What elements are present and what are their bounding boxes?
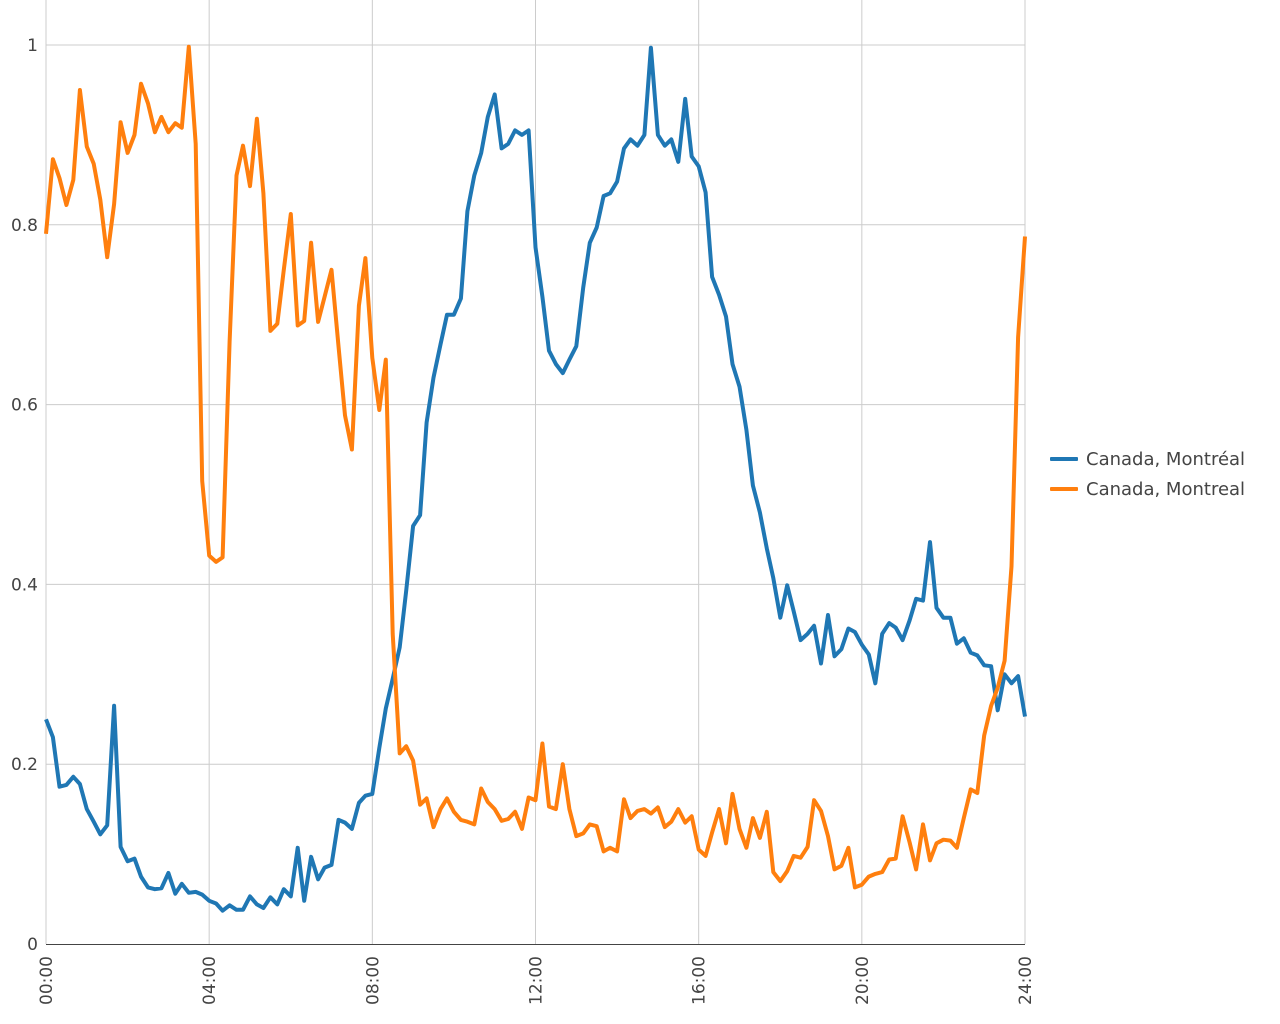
legend-label: Canada, Montreal: [1086, 478, 1246, 500]
x-tick-label: 12:00: [527, 956, 547, 1005]
y-axis-ticks: 0 0.2 0.4 0.6 0.8 1: [11, 36, 38, 955]
x-tick-label: 00:00: [37, 956, 57, 1005]
series-line-1: [44, 44, 1027, 890]
series-line-0: [44, 45, 1027, 913]
legend-swatch-montreal: [1050, 487, 1078, 491]
y-tick-label: 0.4: [11, 575, 38, 595]
legend-label: Canada, Montréal: [1086, 448, 1246, 470]
x-tick-label: 24:00: [1016, 956, 1036, 1005]
y-tick-label: 0.2: [11, 755, 38, 775]
gridlines: [45, 0, 1026, 944]
y-tick-label: 0.6: [11, 396, 38, 416]
x-tick-label: 20:00: [853, 956, 873, 1005]
legend: Canada, Montréal Canada, Montreal: [1050, 444, 1245, 504]
legend-item-montreal[interactable]: Canada, Montreal: [1050, 474, 1245, 504]
legend-item-montreal-accent[interactable]: Canada, Montréal: [1050, 444, 1245, 474]
y-tick-label: 0.8: [11, 216, 38, 236]
y-tick-label: 1: [27, 36, 38, 56]
x-tick-label: 16:00: [690, 956, 710, 1005]
x-tick-label: 04:00: [200, 956, 220, 1005]
y-tick-label: 0: [27, 935, 38, 955]
series-lines: [44, 44, 1027, 913]
legend-swatch-montreal-accent: [1050, 457, 1078, 461]
x-tick-label: 08:00: [363, 956, 383, 1005]
x-axis-ticks: 00:00 04:00 08:00 12:00 16:00 20:00 24:00: [37, 956, 1036, 1005]
